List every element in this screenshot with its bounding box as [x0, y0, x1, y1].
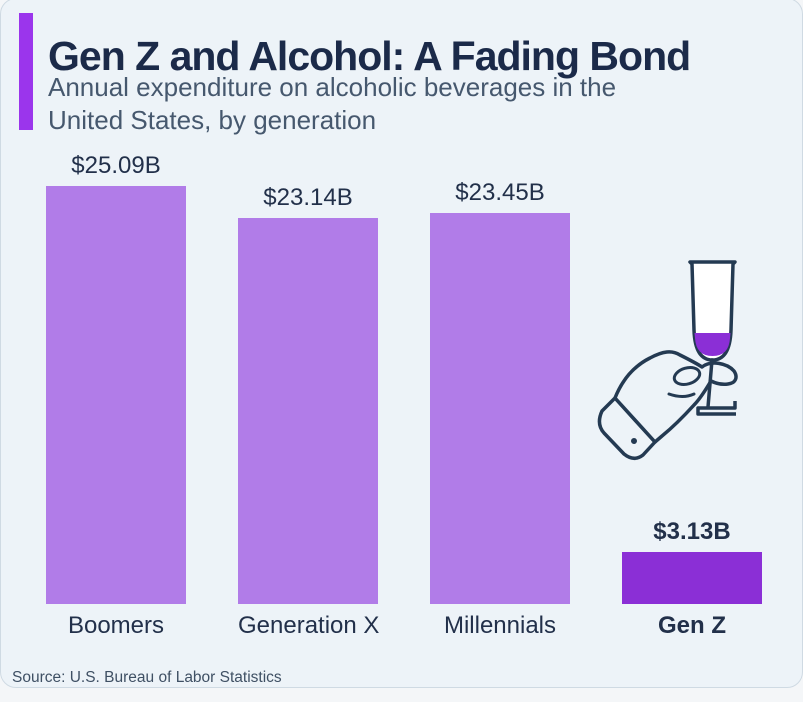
category-label-generation-x: Generation X [238, 612, 380, 639]
bar-boomers [46, 186, 186, 604]
page-subtitle: Annual expenditure on alcoholic beverage… [48, 72, 617, 135]
champagne-flute-icon [597, 260, 738, 460]
bar-gen-z [622, 552, 762, 604]
value-label-millennials: $23.45B [455, 179, 545, 206]
source-caption: Source: U.S. Bureau of Labor Statistics [12, 669, 282, 686]
title-accent-bar [19, 13, 33, 130]
hand-holding-champagne-flute-illustration [590, 250, 775, 475]
value-label-boomers: $25.09B [71, 152, 161, 179]
category-label-millennials: Millennials [443, 612, 557, 639]
bar-millennials [430, 213, 570, 604]
category-label-boomers: Boomers [67, 612, 165, 639]
category-label-gen-z: Gen Z [657, 612, 726, 639]
page-title: Gen Z and Alcohol: A Fading Bond [48, 33, 691, 80]
bar-generation-x [238, 218, 378, 604]
value-label-generation-x: $23.14B [263, 184, 353, 211]
value-label-gen-z: $3.13B [653, 518, 731, 545]
bar-chart: $25.09B Boomers $23.14B Generation X $23.45B… [0, 140, 803, 660]
